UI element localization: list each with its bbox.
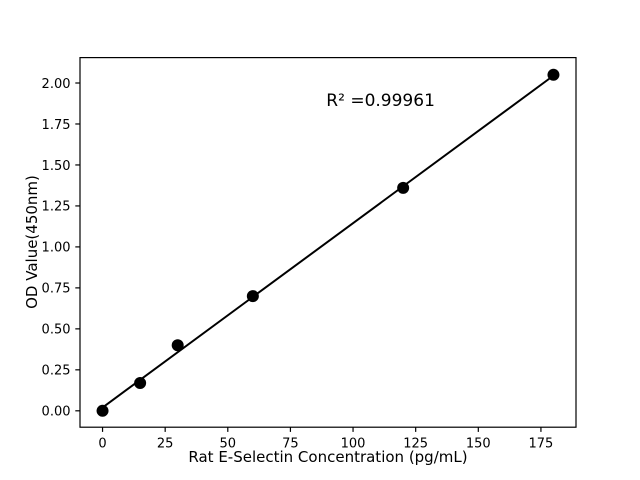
x-tick-label: 50	[220, 437, 237, 452]
trend-line	[101, 74, 555, 409]
x-tick-label: 175	[529, 437, 554, 452]
x-axis-label: Rat E-Selectin Concentration (pg/mL)	[188, 448, 468, 466]
x-tick-label: 0	[98, 437, 106, 452]
y-tick-label: 0.75	[42, 282, 71, 297]
y-tick-label: 2.00	[42, 77, 71, 92]
y-tick-label: 1.00	[42, 241, 71, 256]
data-point	[397, 181, 410, 194]
data-point	[547, 68, 560, 81]
x-tick-label: 75	[282, 437, 299, 452]
data-point	[96, 404, 109, 417]
y-tick-label: 1.25	[42, 200, 71, 215]
y-tick-label: 1.50	[42, 159, 71, 174]
r-squared-annotation: R² =0.99961	[326, 91, 435, 112]
x-tick-label: 25	[157, 437, 174, 452]
y-tick-label: 0.00	[42, 405, 71, 420]
y-tick-label: 0.25	[42, 364, 71, 379]
y-axis-label: OD Value(450nm)	[23, 175, 41, 309]
y-tick-label: 1.75	[42, 118, 71, 133]
plot-area-border	[79, 56, 577, 428]
x-tick-label: 125	[403, 437, 428, 452]
data-point	[171, 339, 184, 352]
y-tick-label: 0.50	[42, 323, 71, 338]
data-point	[246, 290, 259, 303]
x-tick-label: 150	[466, 437, 491, 452]
x-tick-label: 100	[341, 437, 366, 452]
data-point	[134, 376, 147, 389]
